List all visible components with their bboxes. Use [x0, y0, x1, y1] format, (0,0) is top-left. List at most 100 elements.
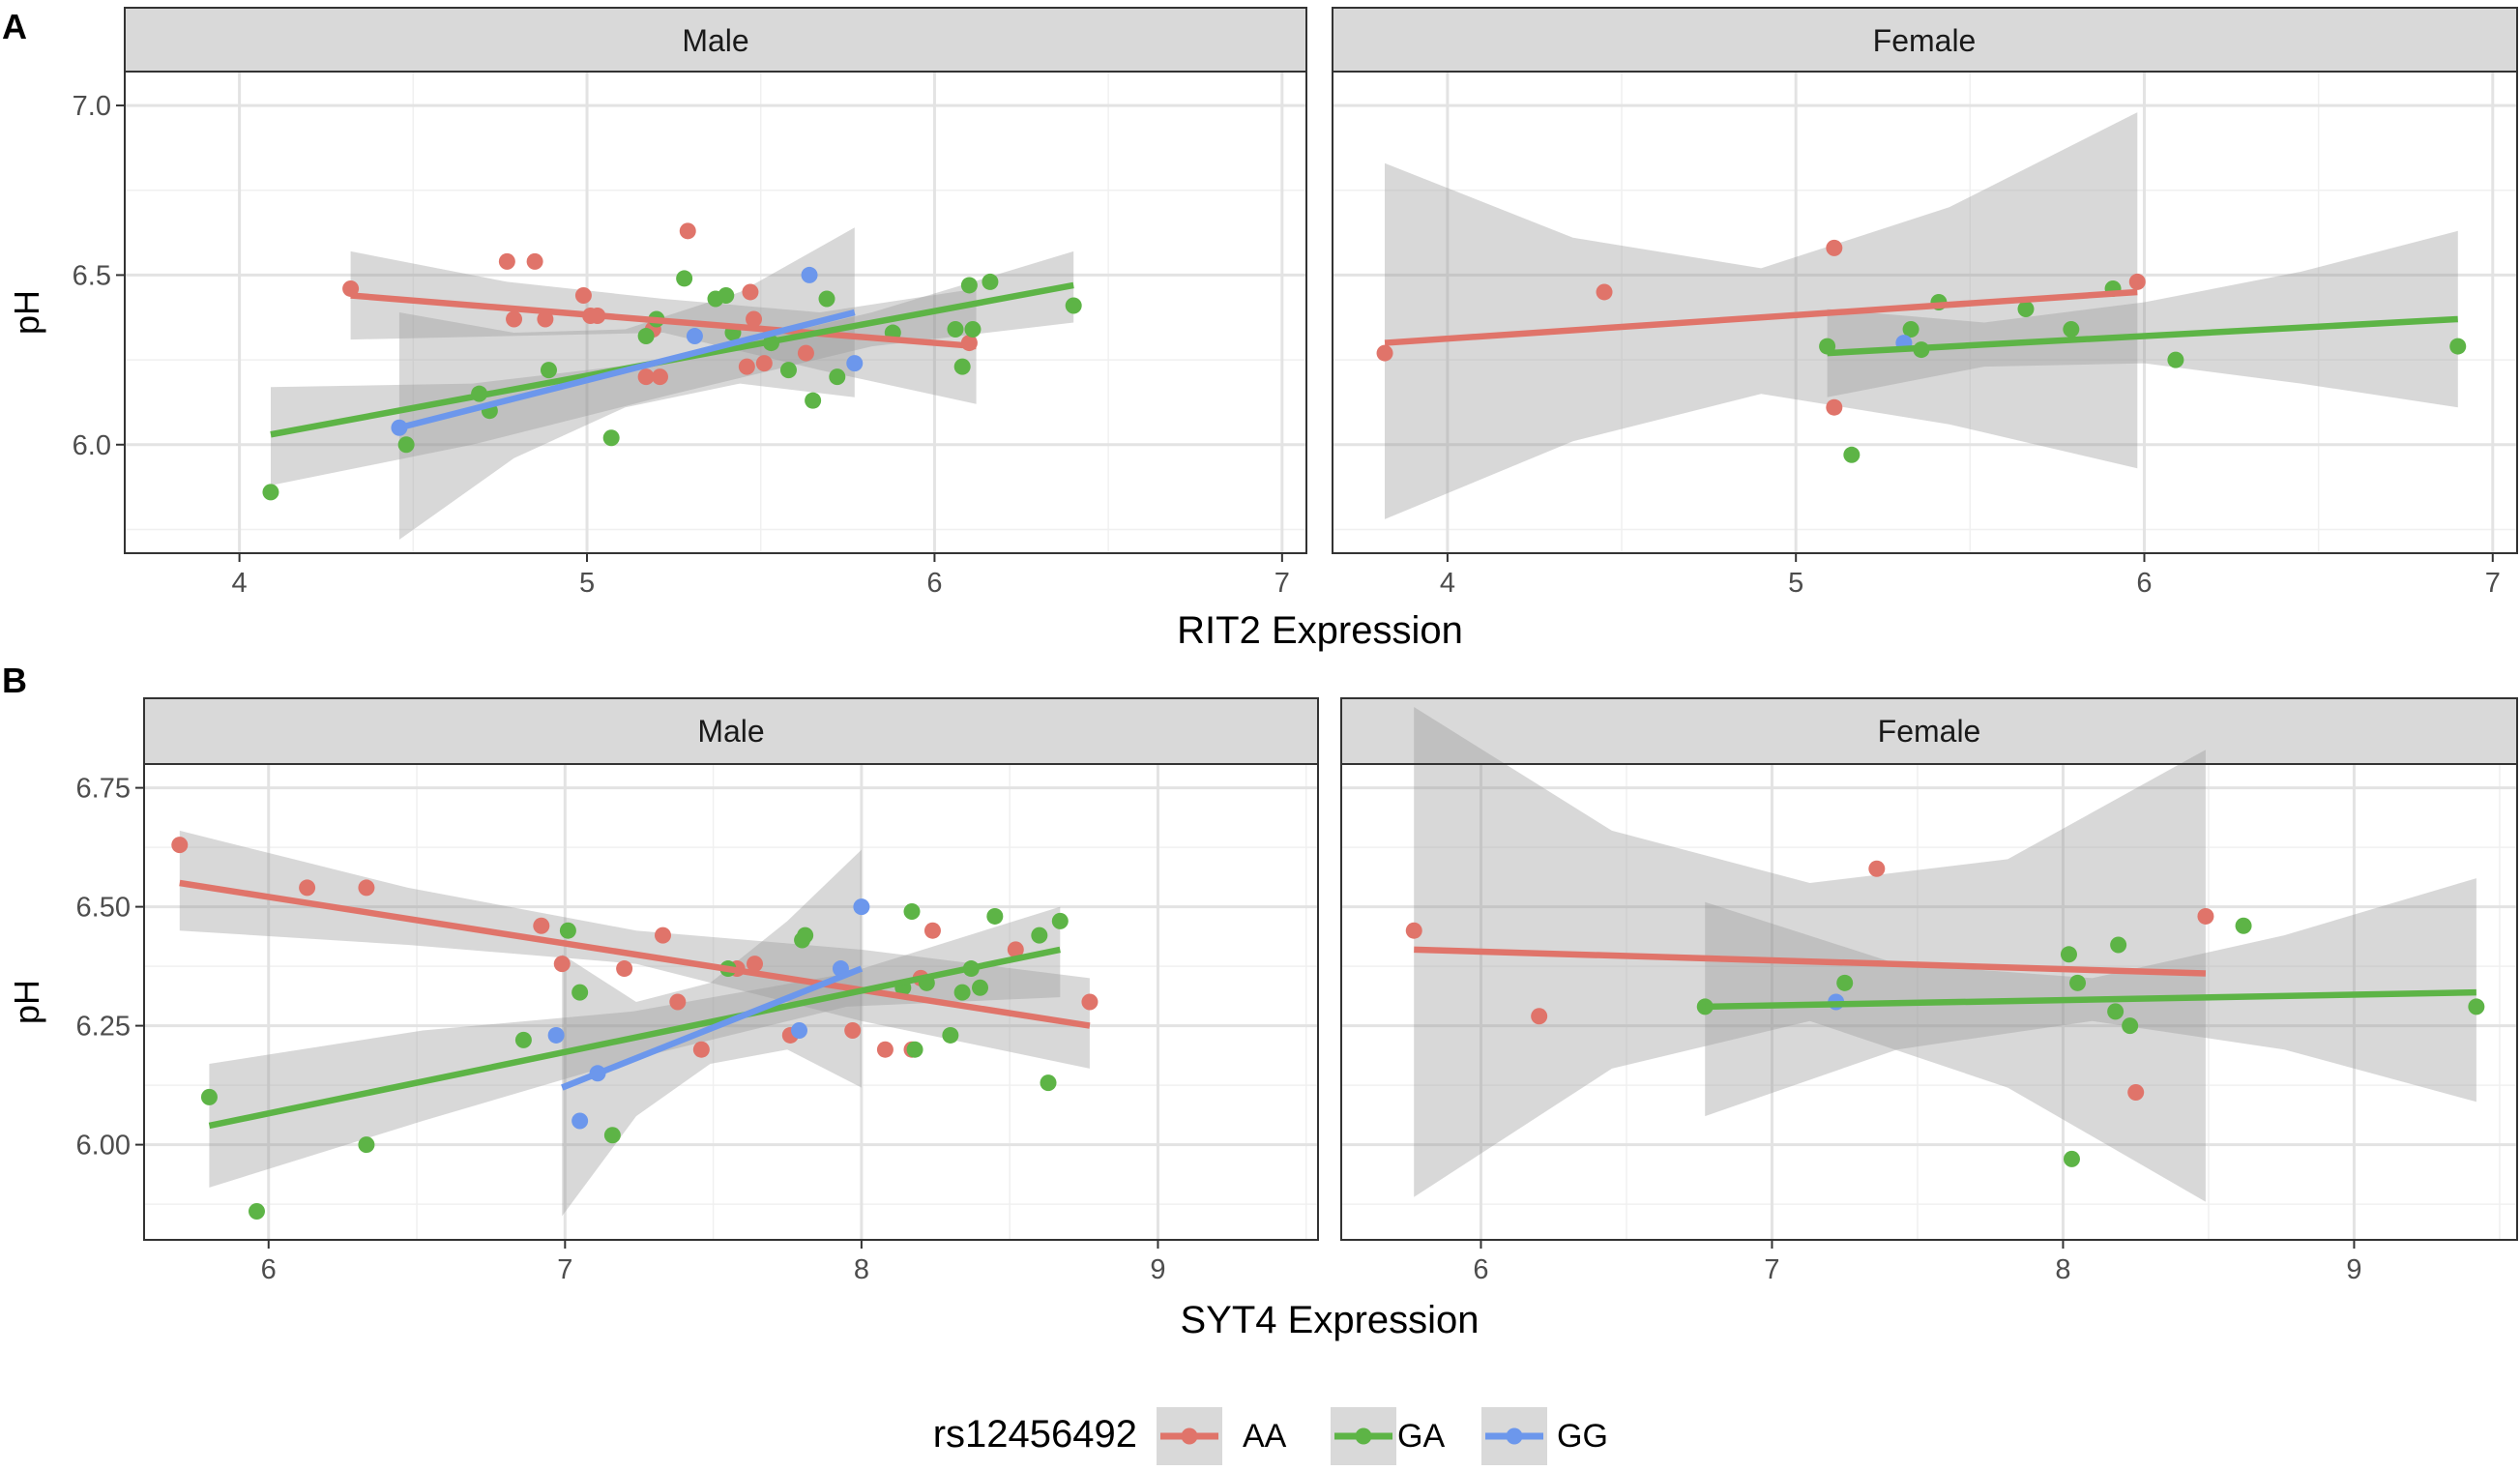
- x-tick-label: 8: [854, 1254, 869, 1285]
- legend-label: AA: [1243, 1418, 1287, 1455]
- data-point-aa: [1081, 993, 1099, 1011]
- data-point-aa: [651, 368, 668, 386]
- y-tick-label: 6.75: [76, 774, 131, 805]
- panel-b-label: B: [2, 661, 27, 700]
- x-tick-label: 5: [579, 568, 595, 599]
- data-point-aa: [358, 879, 375, 897]
- panel-b: B Male Female pH SYT4 Expression: [2, 661, 2518, 1341]
- legend-key-point: [1506, 1427, 1523, 1445]
- y-axis-label: pH: [7, 290, 46, 335]
- data-point-aa: [1531, 1008, 1548, 1025]
- data-point-ga: [358, 1136, 375, 1154]
- facet-title: Female: [1878, 714, 1981, 749]
- data-point-aa: [1596, 283, 1613, 301]
- panel-a: A Male Female pH RIT2 Expression: [2, 7, 2518, 652]
- legend-label: GG: [1557, 1418, 1608, 1455]
- data-point-gg: [846, 355, 864, 372]
- data-point-ga: [947, 321, 964, 338]
- plot-border: [143, 763, 1319, 1241]
- legend-entry-aa: AA: [1157, 1407, 1287, 1465]
- data-point-gg: [853, 898, 870, 916]
- data-point-ga: [1065, 297, 1082, 314]
- y-tick-label: 7.0: [73, 91, 111, 122]
- x-tick-label: 6: [926, 568, 942, 599]
- x-tick-label: 6: [1473, 1254, 1488, 1285]
- fit-line-aa: [179, 879, 1091, 1029]
- data-point-ga: [200, 1088, 218, 1105]
- confidence-band-aa: [1414, 707, 2206, 1202]
- fit-line-gg: [398, 309, 856, 431]
- data-point-ga: [1040, 1074, 1057, 1092]
- data-point-ga: [2449, 338, 2467, 355]
- y-tick-label: 6.5: [73, 260, 111, 291]
- fit-line-aa: [1414, 946, 2207, 977]
- data-point-ga: [953, 358, 971, 375]
- data-point-aa: [171, 837, 189, 854]
- x-tick-label: 7: [1275, 568, 1290, 599]
- data-point-ga: [2069, 974, 2087, 991]
- data-point-ga: [805, 392, 822, 409]
- x-axis-label: RIT2 Expression: [1177, 609, 1463, 652]
- data-point-aa: [553, 956, 571, 973]
- confidence-band-aa: [179, 830, 1090, 1069]
- data-point-ga: [262, 484, 279, 501]
- fit-line-aa: [1384, 288, 2138, 346]
- data-point-ga: [2235, 917, 2252, 934]
- facet-title: Female: [1873, 23, 1977, 58]
- data-point-ga: [397, 436, 415, 454]
- data-point-ga: [2063, 1150, 2080, 1167]
- data-point-ga: [603, 1127, 621, 1144]
- panel-b-female-facet: Female: [1340, 697, 2518, 1241]
- legend: rs12456492 AA GA GG: [933, 1407, 1608, 1465]
- data-point-aa: [1826, 239, 1843, 256]
- data-point-ga: [818, 290, 835, 308]
- data-point-ga: [637, 328, 655, 345]
- data-point-ga: [2063, 321, 2080, 338]
- x-tick-label: 7: [1764, 1254, 1779, 1285]
- x-tick-label: 9: [1150, 1254, 1165, 1285]
- plot-area: [1333, 72, 2517, 553]
- data-point-aa: [1868, 860, 1886, 877]
- data-point-aa: [616, 960, 633, 978]
- data-point-ga: [1902, 321, 1919, 338]
- confidence-band-aa: [350, 250, 977, 404]
- legend-key-point: [1355, 1427, 1372, 1445]
- plot-border: [124, 71, 1307, 554]
- confidence-band-ga: [1827, 230, 2458, 408]
- plot-border: [1340, 763, 2518, 1241]
- x-tick-label: 6: [2136, 568, 2152, 599]
- x-tick-label: 9: [2346, 1254, 2361, 1285]
- data-point-ga: [540, 362, 557, 379]
- data-point-ga: [676, 270, 693, 287]
- data-point-gg: [801, 266, 818, 283]
- data-point-aa: [746, 310, 763, 328]
- data-point-aa: [2128, 273, 2146, 290]
- data-point-aa: [797, 344, 814, 362]
- y-tick-label: 6.50: [76, 893, 131, 924]
- facet-title: Male: [682, 23, 748, 58]
- legend-label: GA: [1397, 1418, 1445, 1455]
- data-point-aa: [1405, 922, 1422, 939]
- fit-line-gg: [561, 965, 864, 1091]
- data-point-aa: [679, 222, 696, 240]
- data-point-aa: [637, 368, 655, 386]
- data-point-aa: [654, 927, 671, 944]
- confidence-band-gg: [398, 227, 855, 541]
- data-point-ga: [986, 907, 1004, 925]
- data-point-aa: [574, 286, 592, 304]
- fit-line-aa: [350, 292, 977, 350]
- x-tick-label: 4: [1440, 568, 1455, 599]
- x-tick-label: 7: [2485, 568, 2501, 599]
- panel-a-label: A: [2, 7, 27, 46]
- plot-area: [125, 72, 1306, 553]
- data-point-aa: [669, 993, 687, 1011]
- data-point-ga: [953, 984, 971, 1001]
- x-axis-label: SYT4 Expression: [1180, 1299, 1479, 1341]
- data-point-ga: [602, 429, 620, 447]
- x-tick-label: 8: [2055, 1254, 2070, 1285]
- fit-line-ga: [1827, 315, 2458, 357]
- legend-key-point: [1181, 1427, 1198, 1445]
- data-point-ga: [1843, 446, 1861, 463]
- data-point-ga: [779, 362, 797, 379]
- plot-area: [1341, 707, 2517, 1240]
